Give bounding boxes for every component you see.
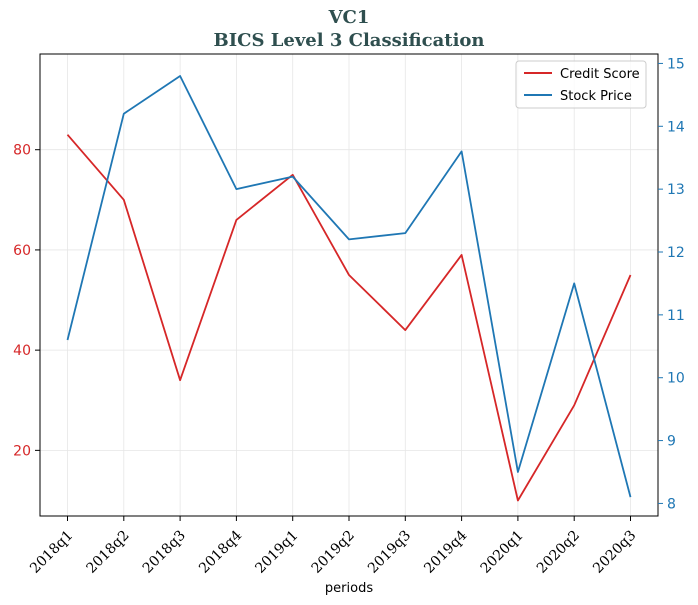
y-right-tick-label: 10: [667, 371, 685, 387]
x-tick-label: 2019q2: [309, 528, 358, 577]
gridlines: [40, 54, 658, 516]
x-tick-label: 2020q2: [534, 528, 583, 577]
y-axis-right: 8 9 10 11 12 13 14 15: [658, 56, 685, 512]
y-right-tick-label: 12: [667, 245, 685, 261]
credit-score-line: [66, 134, 632, 502]
x-tick-label: 2020q3: [590, 528, 639, 577]
y-right-tick-label: 8: [667, 496, 676, 512]
chart-subtitle: BICS Level 3 Classification: [213, 30, 484, 51]
x-tick-label: 2020q1: [478, 528, 527, 577]
x-tick-label: 2019q4: [421, 527, 470, 576]
legend: Credit Score Stock Price: [515, 60, 647, 109]
chart-title: VC1: [328, 7, 370, 28]
legend-stock-price-label: Stock Price: [560, 89, 632, 104]
y-left-tick-label: 40: [13, 343, 31, 359]
x-axis: 2018q1 2018q2 2018q3 2018q4 2019q1 2019q2 2019…: [27, 516, 639, 577]
y-left-tick-label: 20: [13, 443, 31, 459]
x-tick-label: 2018q4: [196, 527, 245, 576]
series-lines: [66, 75, 632, 502]
y-right-tick-label: 11: [667, 308, 685, 324]
x-tick-label: 2018q3: [140, 528, 189, 577]
y-left-tick-label: 80: [13, 143, 31, 159]
x-tick-label: 2019q3: [365, 528, 414, 577]
x-tick-label: 2019q1: [252, 528, 301, 577]
y-left-tick-label: 60: [13, 243, 31, 259]
x-axis-label: periods: [325, 581, 373, 596]
y-right-tick-label: 14: [667, 119, 685, 135]
y-right-tick-label: 15: [667, 56, 685, 72]
stock-price-line: [66, 75, 632, 498]
legend-credit-score-label: Credit Score: [560, 67, 640, 82]
x-tick-label: 2018q1: [27, 528, 76, 577]
y-right-tick-label: 9: [667, 434, 676, 450]
x-tick-label: 2018q2: [83, 528, 132, 577]
y-axis-left: 20 40 60 80: [13, 143, 40, 459]
y-right-tick-label: 13: [667, 182, 685, 198]
